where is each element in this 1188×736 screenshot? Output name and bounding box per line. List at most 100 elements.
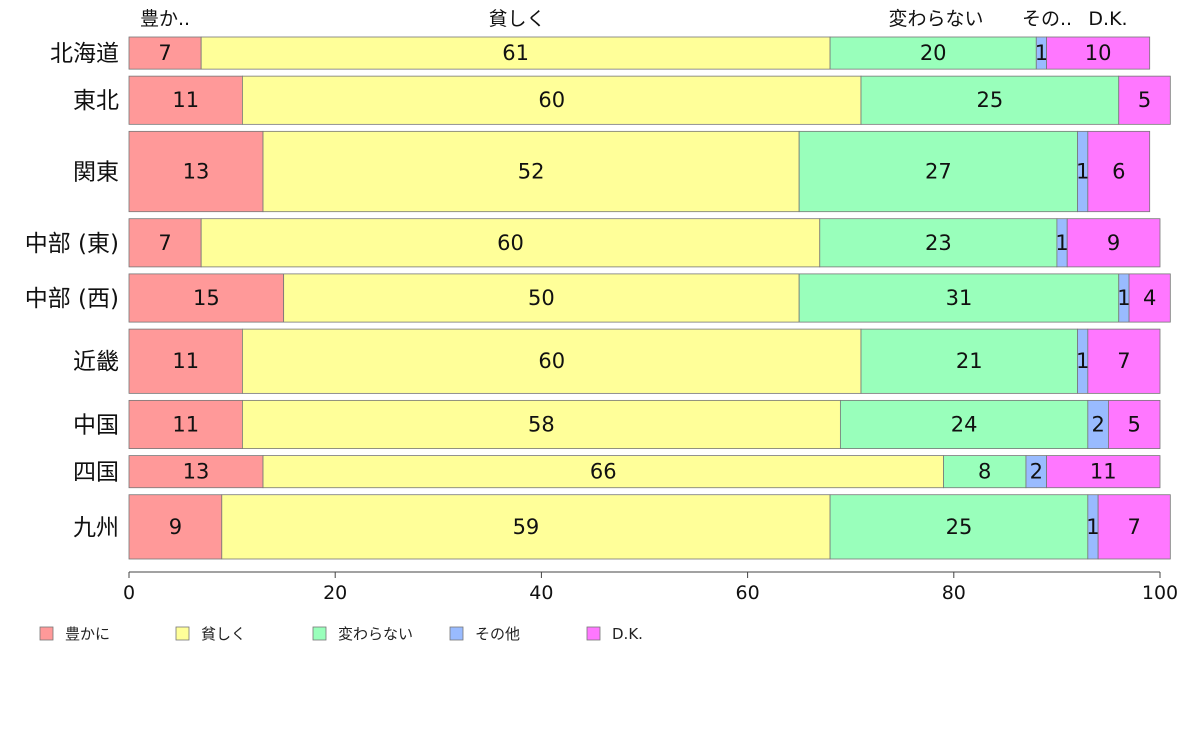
bar-segment (242, 399, 841, 449)
bar-segment (819, 218, 1058, 268)
bar-segment (829, 36, 1037, 70)
x-tick-label: 100 (1142, 582, 1178, 604)
bar-segment (200, 218, 821, 268)
bar-value-label: 11 (172, 88, 199, 112)
bar-segment (1128, 273, 1171, 323)
x-tick-label: 20 (323, 582, 347, 604)
bar-segment (829, 494, 1089, 560)
bar-value-label: 50 (528, 286, 555, 310)
bar-value-label: 10 (1085, 41, 1112, 65)
series-top-label: その.. (1022, 8, 1072, 30)
bar-value-label: 15 (193, 286, 220, 310)
bar-value-label: 7 (158, 41, 171, 65)
legend-swatch (449, 626, 464, 641)
bar-segment (200, 36, 831, 70)
bar-segment (128, 130, 264, 213)
bar-value-label: 1 (1076, 160, 1089, 184)
legend-swatch (312, 626, 327, 641)
legend-label: 貧しく (201, 625, 246, 643)
bar-value-label: 25 (977, 88, 1004, 112)
category-label: 関東 (73, 160, 119, 186)
bar-value-label: 11 (172, 412, 199, 436)
bar-value-label: 5 (1128, 412, 1141, 436)
bar-segment (1087, 130, 1151, 213)
bar-segment (242, 75, 862, 125)
bar-value-label: 58 (528, 412, 555, 436)
bar-segment (1046, 455, 1161, 489)
bar-value-label: 11 (172, 349, 199, 373)
bar-value-label: 60 (497, 231, 524, 255)
bar-value-label: 1 (1086, 515, 1099, 539)
bar-value-label: 9 (1107, 231, 1120, 255)
bar-segment (128, 36, 202, 70)
bar-segment (798, 130, 1078, 213)
bar-value-label: 9 (169, 515, 182, 539)
x-tick-label: 60 (736, 582, 760, 604)
bar-value-label: 27 (925, 160, 952, 184)
bar-segment (798, 273, 1120, 323)
bar-value-label: 13 (183, 160, 210, 184)
bar-segment (943, 455, 1027, 489)
bar-segment (1046, 36, 1151, 70)
bar-value-label: 1 (1117, 286, 1130, 310)
x-tick-label: 0 (123, 582, 135, 604)
legend-label: その他 (475, 625, 520, 643)
x-tick-label: 40 (529, 582, 553, 604)
legend: 豊かに 貧しく 変わらない その他 D.K. (39, 625, 643, 643)
category-label: 東北 (73, 88, 119, 114)
bar-segment (128, 75, 243, 125)
category-label: 九州 (73, 515, 119, 541)
bar-segment (860, 328, 1078, 394)
bar-segment (262, 130, 800, 213)
bar-value-label: 5 (1138, 88, 1151, 112)
category-label: 中部 (西) (25, 286, 119, 312)
bar-value-label: 1 (1076, 349, 1089, 373)
legend-swatch (175, 626, 190, 641)
bar-segment (242, 328, 862, 394)
x-tick-label: 80 (942, 582, 966, 604)
bar-value-label: 1 (1055, 231, 1068, 255)
bar-value-label: 6 (1112, 160, 1125, 184)
bar-segment (221, 494, 831, 560)
bar-value-label: 2 (1030, 460, 1043, 484)
x-axis: 0 20 40 60 80 100 (123, 571, 1178, 604)
bar-value-label: 31 (946, 286, 973, 310)
bar-segment (128, 328, 243, 394)
bar-value-label: 23 (925, 231, 952, 255)
bar-value-label: 21 (956, 349, 983, 373)
bar-value-label: 4 (1143, 286, 1156, 310)
bar-value-label: 11 (1090, 460, 1117, 484)
bar-value-label: 60 (538, 349, 565, 373)
bar-value-label: 2 (1091, 412, 1104, 436)
legend-label: 変わらない (338, 625, 413, 643)
bar-value-label: 66 (590, 460, 617, 484)
bar-segment (1118, 75, 1171, 125)
legend-label: D.K. (612, 625, 643, 643)
bar-segment (860, 75, 1120, 125)
bar-segment (262, 455, 944, 489)
bar-value-label: 8 (978, 460, 991, 484)
bar-value-label: 25 (946, 515, 973, 539)
bar-value-label: 61 (502, 41, 529, 65)
series-top-label: 貧しく (488, 8, 545, 30)
bar-segment (283, 273, 800, 323)
bar-value-label: 60 (538, 88, 565, 112)
legend-swatch (586, 626, 601, 641)
bar-segment (128, 273, 285, 323)
bar-segment (1108, 399, 1161, 449)
bar-value-label: 20 (920, 41, 947, 65)
bar-value-label: 7 (1128, 515, 1141, 539)
category-label: 近畿 (73, 349, 119, 375)
bar-value-label: 59 (513, 515, 540, 539)
category-label: 中部 (東) (25, 231, 119, 257)
bar-segment (128, 399, 243, 449)
series-top-label: D.K. (1088, 8, 1127, 30)
bar-segment (839, 399, 1089, 449)
bar-value-label: 13 (183, 460, 210, 484)
bar-value-label: 7 (158, 231, 171, 255)
bar-value-label: 52 (518, 160, 545, 184)
series-top-label: 豊か.. (140, 8, 190, 30)
bar-value-label: 1 (1035, 41, 1048, 65)
